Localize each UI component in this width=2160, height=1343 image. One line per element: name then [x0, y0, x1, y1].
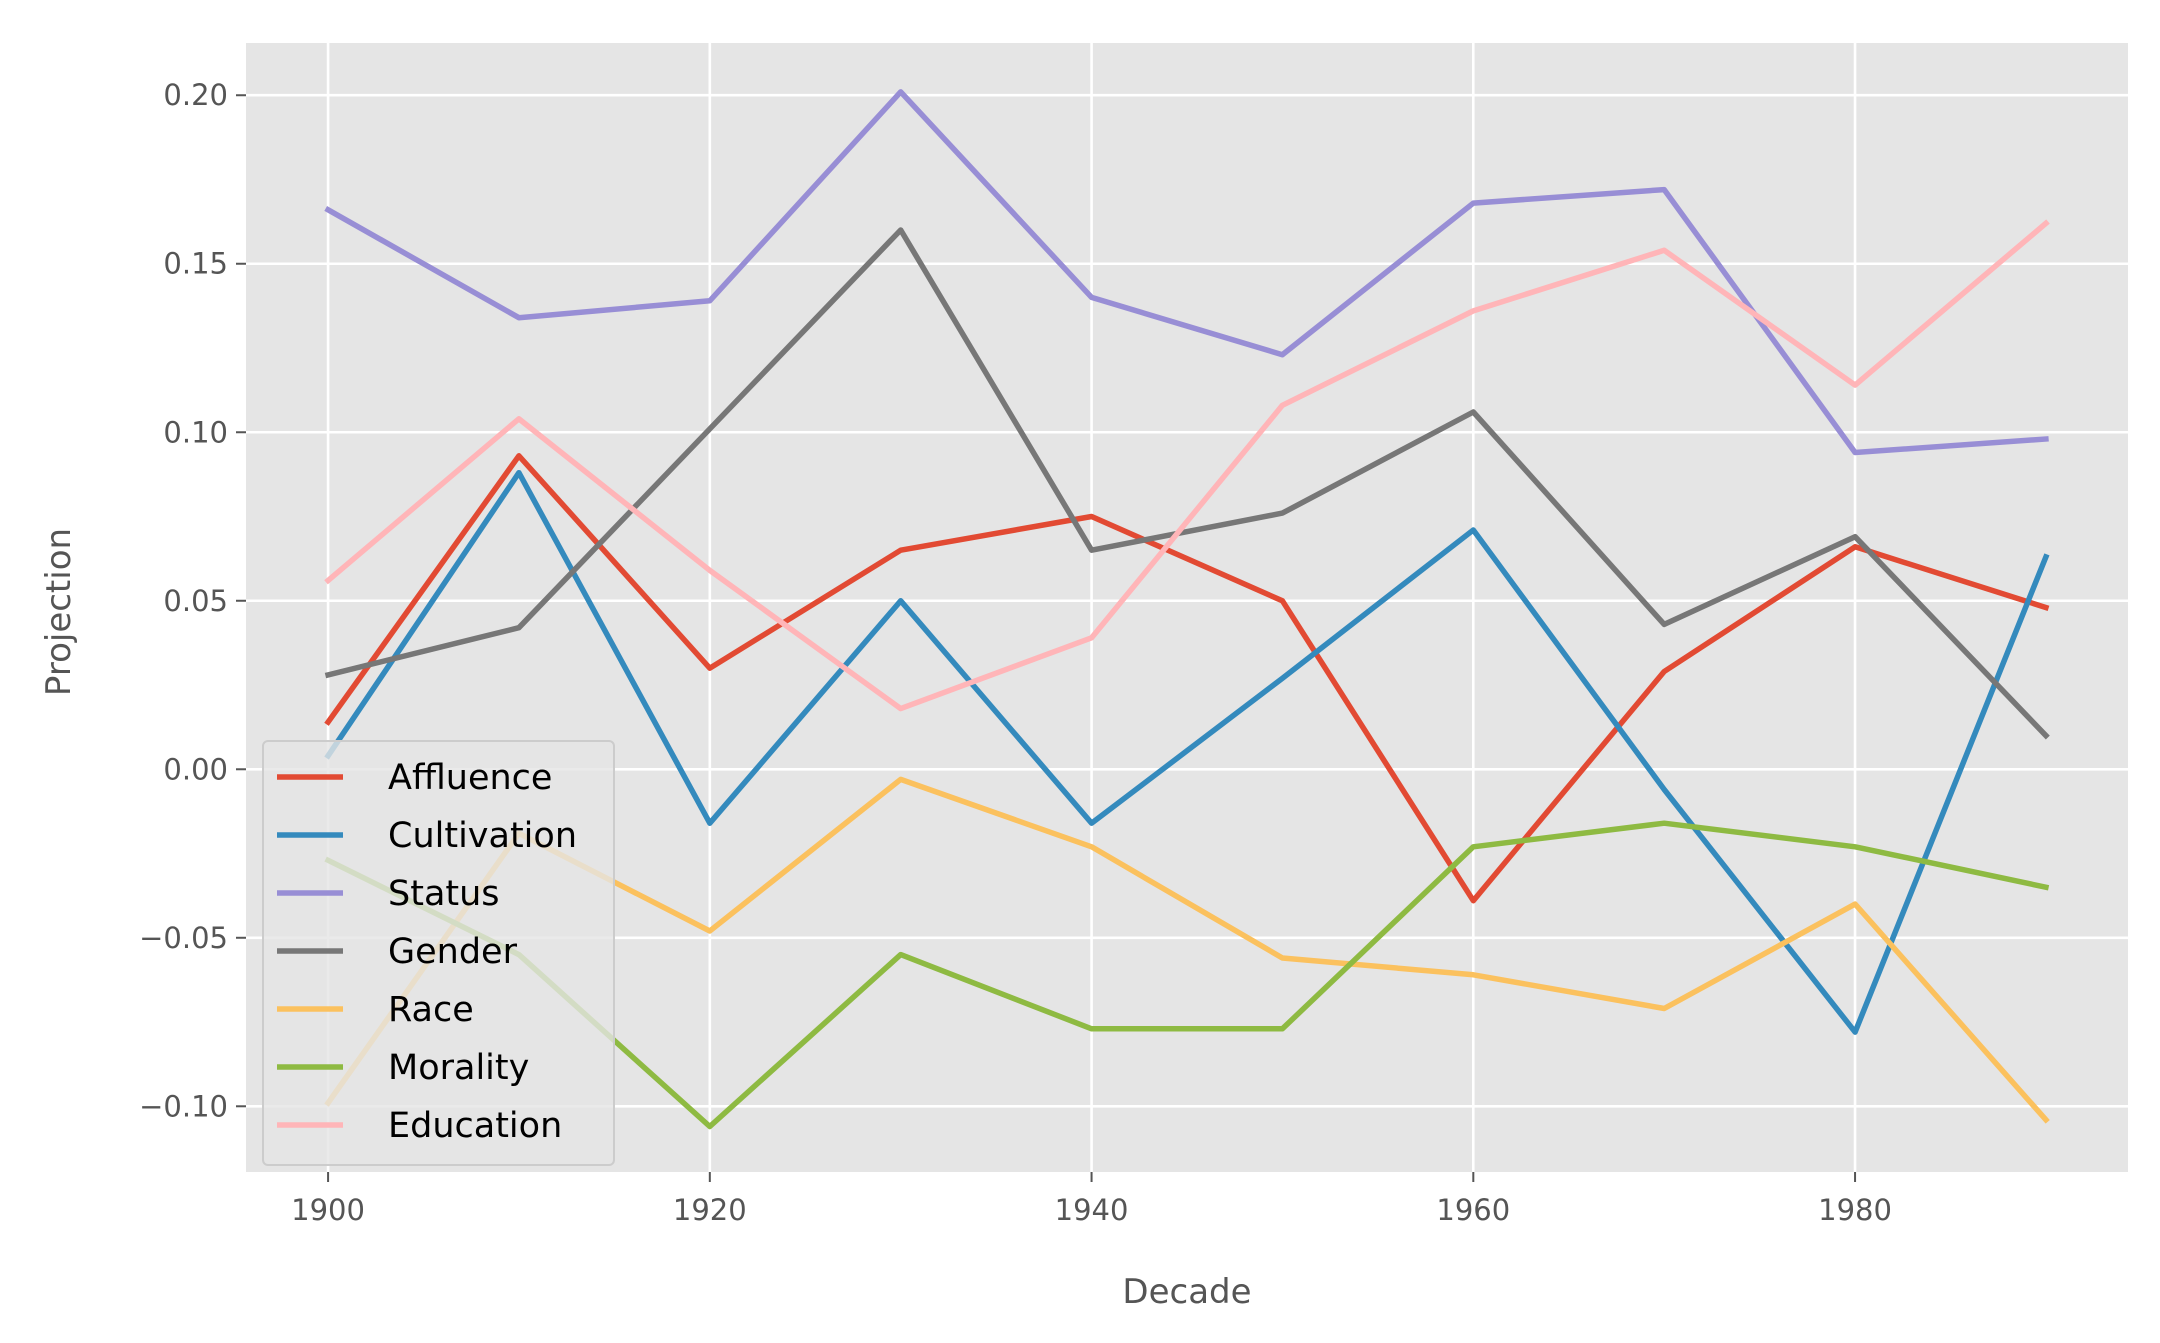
legend-label-morality: Morality [388, 1048, 529, 1088]
x-axis: 1900 1920 1940 1960 1980 [291, 1172, 1892, 1227]
x-axis-label: Decade [1122, 1272, 1251, 1312]
series-line-affluence [324, 453, 2050, 904]
legend-label-cultivation: Cultivation [388, 816, 577, 856]
y-tick-label: 0.15 [163, 247, 228, 281]
x-tick-label: 1980 [1818, 1193, 1892, 1227]
y-tick-label: 0.05 [163, 584, 228, 618]
y-tick-label: 0.10 [163, 415, 228, 449]
series-line-cultivation [324, 469, 2050, 1035]
legend-label-race: Race [388, 990, 474, 1030]
x-tick-label: 1900 [291, 1193, 365, 1227]
x-tick-label: 1940 [1055, 1193, 1129, 1227]
legend-label-affluence: Affluence [388, 758, 552, 798]
y-tick-label: 0.20 [163, 78, 228, 112]
legend-box [262, 740, 615, 1166]
legend: Affluence Cultivation Status Gender Race Mora… [262, 740, 615, 1166]
x-tick-label: 1960 [1436, 1193, 1510, 1227]
series-line-education [324, 219, 2050, 712]
y-tick-label: −0.10 [139, 1089, 228, 1123]
legend-label-education: Education [388, 1106, 562, 1146]
series-line-gender [324, 227, 2050, 740]
x-tick-label: 1920 [673, 1193, 747, 1227]
y-tick-label: 0.00 [163, 752, 228, 786]
y-axis-label: Projection [39, 528, 79, 696]
y-axis: −0.10 −0.05 0.00 0.05 0.10 0.15 0.20 [139, 78, 246, 1123]
legend-label-gender: Gender [388, 932, 518, 972]
y-tick-label: −0.05 [139, 921, 228, 955]
legend-label-status: Status [388, 874, 500, 914]
